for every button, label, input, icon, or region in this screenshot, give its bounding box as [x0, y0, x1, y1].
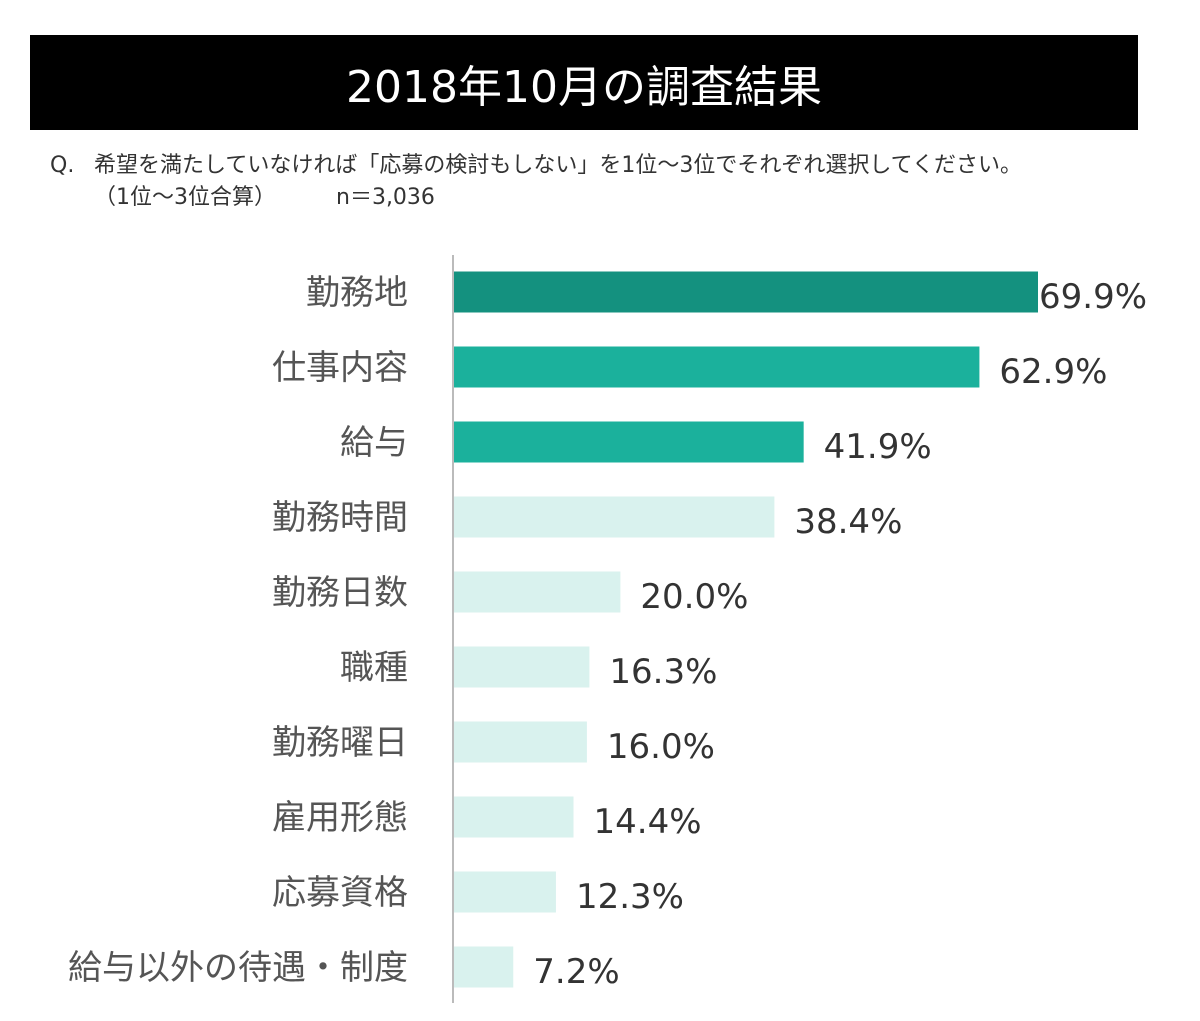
question-line2: （1位～3位合算）	[94, 185, 276, 210]
chart-title: 2018年10月の調査結果	[30, 35, 1138, 130]
value-label: 16.0%	[607, 727, 715, 767]
category-label: 勤務曜日	[272, 723, 408, 763]
category-label: 勤務地	[306, 273, 408, 313]
bar	[453, 346, 980, 388]
category-label: 勤務時間	[272, 498, 408, 538]
value-label: 16.3%	[609, 652, 717, 692]
bar	[453, 496, 775, 538]
category-label: 勤務日数	[272, 573, 408, 613]
category-label: 給与	[340, 423, 408, 463]
sample-size: n＝3,036	[336, 185, 435, 210]
value-label: 62.9%	[999, 352, 1107, 392]
question-line1: 希望を満たしていなければ「応募の検討もしない」を1位～3位でそれぞれ選択してくだ…	[94, 153, 1023, 178]
value-label: 41.9%	[824, 427, 932, 467]
category-label: 雇用形態	[272, 798, 408, 838]
value-label: 14.4%	[594, 802, 702, 842]
question-prefix: Q.	[50, 153, 75, 178]
bar	[453, 796, 574, 838]
value-label: 7.2%	[533, 952, 619, 992]
bar	[453, 721, 587, 763]
value-label: 69.9%	[1039, 277, 1147, 317]
bar	[453, 871, 556, 913]
bar	[453, 571, 621, 613]
category-label: 応募資格	[272, 873, 408, 913]
question-text: Q. 希望を満たしていなければ「応募の検討もしない」を1位～3位でそれぞれ選択して…	[50, 150, 1022, 214]
category-label: 仕事内容	[272, 348, 408, 388]
value-label: 38.4%	[794, 502, 902, 542]
bar	[453, 421, 804, 463]
bar	[453, 271, 1038, 313]
bar	[453, 646, 590, 688]
bar	[453, 946, 514, 988]
value-label: 20.0%	[640, 577, 748, 617]
category-label: 職種	[340, 648, 408, 688]
value-label: 12.3%	[576, 877, 684, 917]
category-label: 給与以外の待遇・制度	[68, 948, 408, 988]
